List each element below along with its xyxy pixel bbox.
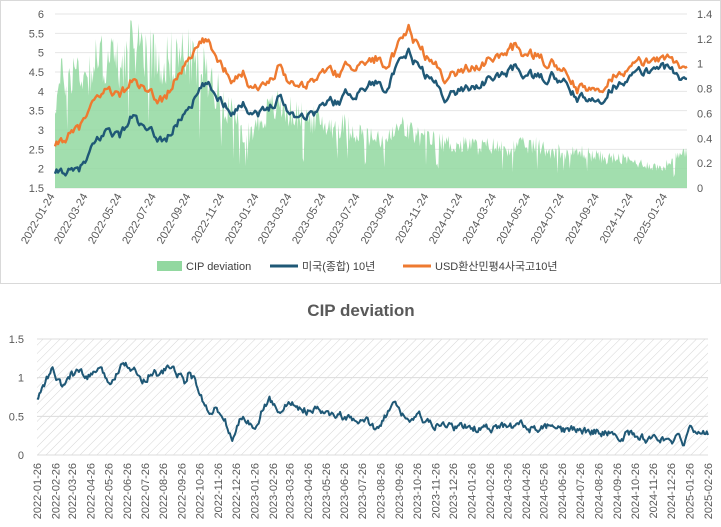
bottom-x-tick-label: 2023-08-26 (376, 463, 388, 519)
bottom-cip-line (36, 361, 709, 447)
bottom-chart-title: CIP deviation (307, 301, 414, 320)
top-right-tick-label: 1 (697, 59, 703, 71)
bottom-x-tick-label: 2022-01-26 (32, 463, 44, 519)
bottom-x-tick-label: 2024-11-26 (648, 463, 660, 518)
legend-swatch-cip-area (157, 261, 182, 271)
top-left-axis: 1.5 2 2.5 3 3.5 4 4.5 5 5.5 6 (29, 9, 44, 195)
top-left-tick-label: 5 (38, 48, 44, 60)
bottom-y-tick-label: 1.5 (9, 334, 24, 346)
top-right-tick-label: 0 (697, 183, 703, 195)
top-right-axis: 0 0.2 0.4 0.6 0.8 1 1.2 1.4 (697, 9, 712, 195)
top-left-tick-label: 1.5 (29, 183, 44, 195)
bottom-y-tick-label: 0 (18, 450, 24, 462)
top-right-tick-label: 0.6 (697, 108, 712, 120)
bottom-y-tick-label: 1 (18, 373, 24, 385)
top-us10y-line (53, 47, 688, 177)
bottom-x-tick-label: 2022-08-26 (158, 463, 170, 519)
bottom-x-tick-label: 2022-07-26 (140, 463, 152, 519)
bottom-x-tick-label: 2022-10-26 (195, 463, 207, 519)
bottom-x-tick-label: 2023-07-26 (357, 463, 369, 519)
legend-label-ktb10y: USD환산민평4사국고10년 (435, 260, 558, 273)
bottom-x-tick-label: 2022-05-26 (103, 463, 115, 519)
bottom-x-tick-label: 2023-06-26 (339, 463, 351, 519)
top-cip-area (55, 20, 687, 188)
legend-label-cip: CIP deviation (186, 261, 251, 273)
bottom-x-tick-label: 2023-02-26 (268, 463, 280, 519)
bottom-x-tick-label: 2024-01-26 (467, 463, 479, 519)
bottom-x-tick-label: 2024-12-26 (666, 463, 678, 519)
bottom-x-tick-label: 2022-09-26 (177, 463, 189, 519)
bottom-x-tick-label: 2023-11-26 (430, 463, 442, 518)
bottom-y-axis: 0 0.5 1 1.5 (9, 334, 24, 462)
top-cip-area-layer (55, 20, 687, 188)
bottom-x-tick-label: 2024-03-26 (502, 463, 514, 519)
bottom-x-tick-label: 2024-07-26 (575, 463, 587, 519)
bottom-x-tick-label: 2023-09-26 (394, 463, 406, 519)
bottom-y-tick-label: 0.5 (9, 411, 24, 423)
bottom-x-tick-label: 2022-06-26 (122, 463, 134, 519)
bottom-plot-area (37, 339, 708, 455)
bottom-x-tick-label: 2024-02-26 (485, 463, 497, 519)
bottom-x-axis: 2022-01-26 2022-02-26 2022-03-26 2022-04-26… (32, 463, 715, 519)
bottom-x-tick-label: 2022-11-26 (213, 463, 225, 518)
bottom-x-tick-label: 2024-10-26 (630, 463, 642, 519)
bottom-x-tick-label: 2022-02-26 (50, 463, 62, 519)
top-legend: CIP deviation 미국(종합) 10년 USD환산민평4사국고10년 (157, 260, 558, 273)
bottom-x-tick-label: 2022-04-26 (86, 463, 98, 519)
top-left-tick-label: 3 (38, 125, 44, 137)
top-left-tick-label: 6 (38, 9, 44, 21)
top-left-tick-label: 2 (38, 164, 44, 176)
bottom-x-tick-label: 2022-12-26 (231, 463, 243, 519)
top-left-tick-label: 3.5 (29, 106, 44, 118)
top-right-tick-label: 1.2 (697, 34, 712, 46)
bottom-x-tick-label: 2023-03-26 (284, 463, 296, 519)
bottom-x-tick-label: 2023-04-26 (303, 463, 315, 519)
top-right-tick-label: 0.4 (697, 133, 712, 145)
bottom-x-tick-label: 2025-01-26 (685, 463, 697, 519)
bottom-x-tick-label: 2025-02-26 (703, 463, 715, 519)
bottom-x-tick-label: 2024-09-26 (612, 463, 624, 519)
top-line-layer (53, 23, 688, 177)
top-ktb10y-line (53, 23, 688, 147)
top-right-tick-label: 0.8 (697, 84, 712, 96)
bottom-x-tick-label: 2022-03-26 (67, 463, 79, 519)
top-right-tick-label: 0.2 (697, 158, 712, 170)
legend-label-us10y: 미국(종합) 10년 (302, 260, 375, 273)
bottom-x-tick-label: 2024-06-26 (557, 463, 569, 519)
top-left-tick-label: 2.5 (29, 144, 44, 156)
bottom-line-layer (36, 361, 709, 447)
top-left-tick-label: 5.5 (29, 28, 44, 40)
top-left-tick-label: 4 (38, 86, 44, 98)
bottom-x-tick-label: 2024-04-26 (521, 463, 533, 519)
bottom-x-tick-label: 2023-10-26 (412, 463, 424, 519)
top-left-tick-label: 4.5 (29, 67, 44, 79)
bottom-x-tick-label: 2023-12-26 (448, 463, 460, 519)
bottom-x-tick-label: 2024-05-26 (539, 463, 551, 519)
top-right-tick-label: 1.4 (697, 9, 712, 21)
bottom-x-tick-label: 2023-05-26 (321, 463, 333, 519)
bottom-x-tick-label: 2023-01-26 (249, 463, 261, 519)
bottom-x-tick-label: 2024-08-26 (593, 463, 605, 519)
